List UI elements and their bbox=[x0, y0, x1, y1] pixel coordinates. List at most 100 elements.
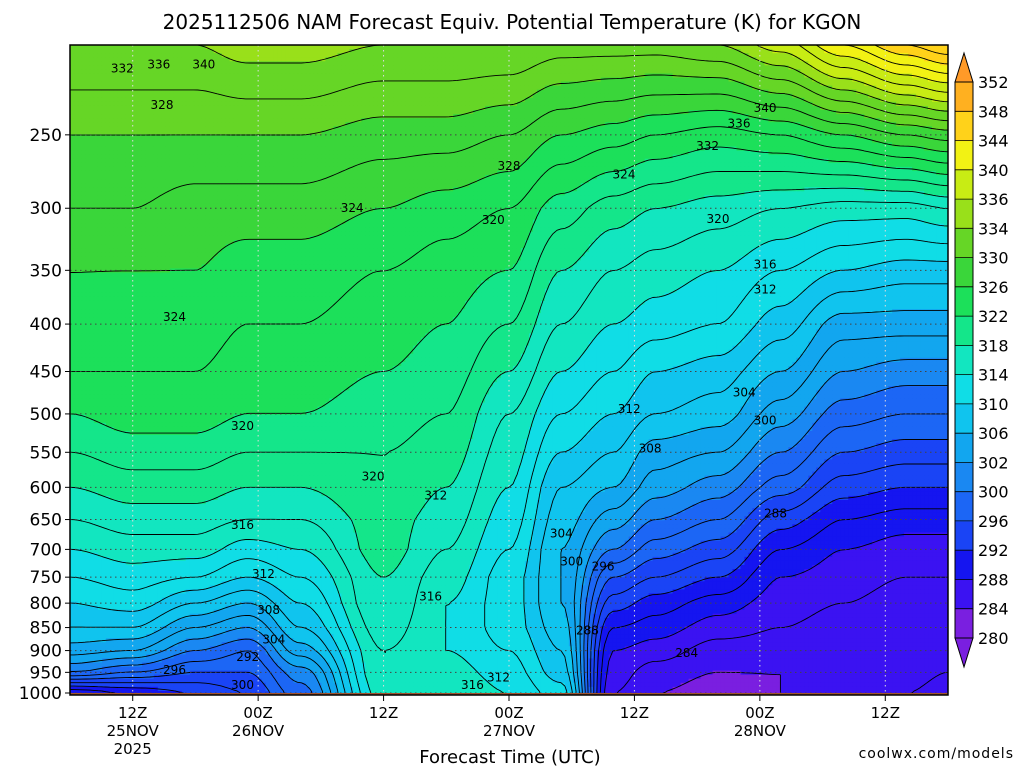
field-cell bbox=[684, 122, 690, 127]
field-cell bbox=[297, 57, 303, 62]
field-cell bbox=[117, 110, 123, 115]
field-cell bbox=[177, 118, 183, 123]
field-cell bbox=[796, 130, 801, 135]
field-cell bbox=[888, 57, 893, 62]
field-cell bbox=[109, 101, 115, 107]
field-cell bbox=[205, 105, 211, 111]
field-cell bbox=[321, 85, 327, 91]
field-cell bbox=[932, 93, 937, 99]
field-cell bbox=[161, 89, 167, 95]
field-cell bbox=[572, 93, 578, 99]
field-cell bbox=[676, 49, 682, 54]
field-cell bbox=[509, 53, 514, 58]
field-cell bbox=[177, 114, 183, 119]
field-cell bbox=[185, 65, 191, 70]
field-cell bbox=[177, 81, 183, 87]
field-cell bbox=[145, 114, 151, 119]
field-cell bbox=[225, 130, 231, 135]
field-cell bbox=[233, 49, 239, 54]
field-cell bbox=[449, 118, 454, 123]
field-cell bbox=[209, 61, 215, 66]
field-cell bbox=[189, 53, 195, 58]
field-cell bbox=[401, 81, 406, 87]
field-cell bbox=[804, 101, 809, 107]
field-cell bbox=[552, 69, 558, 75]
field-cell bbox=[804, 49, 809, 54]
field-cell bbox=[77, 97, 83, 103]
field-cell bbox=[724, 49, 730, 54]
field-cell bbox=[696, 118, 702, 123]
field-cell bbox=[772, 81, 777, 87]
field-cell bbox=[113, 110, 119, 115]
field-cell bbox=[109, 110, 115, 115]
field-cell bbox=[337, 114, 342, 119]
field-cell bbox=[437, 126, 442, 131]
field-cell bbox=[652, 130, 658, 135]
field-cell bbox=[417, 85, 422, 91]
field-cell bbox=[421, 105, 426, 111]
field-cell bbox=[461, 53, 466, 58]
field-cell bbox=[880, 81, 885, 87]
field-cell bbox=[540, 101, 546, 107]
field-cell bbox=[612, 93, 618, 99]
field-cell bbox=[520, 122, 526, 127]
field-cell bbox=[429, 110, 434, 115]
field-cell bbox=[856, 110, 861, 115]
field-cell bbox=[788, 61, 793, 66]
field-cell bbox=[740, 73, 746, 79]
field-cell bbox=[161, 122, 167, 127]
field-cell bbox=[85, 81, 91, 87]
field-cell bbox=[357, 53, 362, 58]
field-cell bbox=[780, 57, 785, 62]
field-cell bbox=[516, 130, 522, 135]
field-cell bbox=[429, 105, 434, 111]
field-cell bbox=[892, 69, 897, 75]
field-cell bbox=[113, 81, 119, 87]
field-cell bbox=[453, 105, 458, 111]
field-cell bbox=[197, 122, 203, 127]
field-cell bbox=[860, 114, 865, 119]
field-cell bbox=[656, 97, 662, 103]
field-cell bbox=[828, 49, 833, 54]
field-cell bbox=[429, 49, 434, 54]
field-cell bbox=[928, 85, 933, 91]
field-cell bbox=[712, 81, 718, 87]
field-cell bbox=[385, 85, 390, 91]
field-cell bbox=[257, 89, 263, 95]
field-cell bbox=[77, 114, 83, 119]
field-cell bbox=[908, 97, 913, 103]
field-cell bbox=[572, 69, 578, 75]
field-cell bbox=[664, 45, 670, 50]
field-cell bbox=[552, 89, 558, 95]
field-cell bbox=[237, 45, 243, 50]
field-cell bbox=[708, 85, 714, 91]
field-cell bbox=[576, 118, 582, 123]
field-cell bbox=[161, 105, 167, 111]
field-cell bbox=[225, 65, 231, 70]
field-cell bbox=[381, 126, 386, 131]
field-cell bbox=[273, 118, 279, 123]
field-cell bbox=[193, 122, 199, 127]
field-cell bbox=[213, 45, 219, 50]
field-cell bbox=[832, 114, 837, 119]
field-cell bbox=[724, 77, 730, 83]
field-cell bbox=[888, 122, 893, 127]
field-cell bbox=[668, 122, 674, 127]
field-cell bbox=[129, 57, 135, 62]
field-cell bbox=[928, 130, 933, 135]
field-cell bbox=[888, 49, 893, 54]
field-cell bbox=[764, 65, 770, 70]
field-cell bbox=[469, 57, 474, 62]
field-cell bbox=[728, 53, 734, 58]
field-cell bbox=[105, 69, 111, 75]
field-cell bbox=[261, 61, 267, 66]
field-cell bbox=[177, 85, 183, 91]
field-cell bbox=[277, 118, 283, 123]
field-cell bbox=[664, 61, 670, 66]
field-cell bbox=[373, 73, 378, 79]
field-cell bbox=[489, 93, 494, 99]
field-cell bbox=[696, 53, 702, 58]
field-cell bbox=[524, 77, 530, 83]
field-cell bbox=[193, 49, 199, 54]
field-cell bbox=[309, 61, 315, 66]
